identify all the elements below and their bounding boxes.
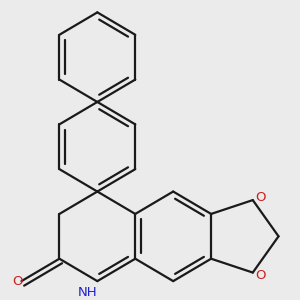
Text: O: O (12, 274, 22, 288)
Text: O: O (256, 191, 266, 204)
Text: NH: NH (77, 286, 97, 299)
Text: O: O (256, 269, 266, 282)
